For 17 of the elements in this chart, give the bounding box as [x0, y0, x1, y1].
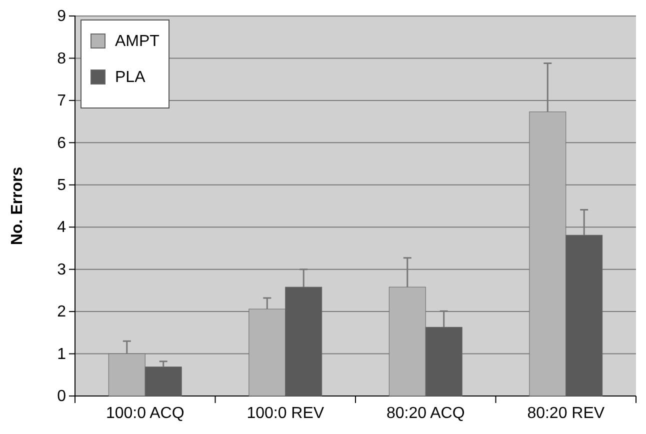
y-tick-label: 5 — [57, 177, 66, 194]
y-tick-label: 0 — [57, 388, 66, 406]
x-tick-label: 80:20 ACQ — [386, 405, 465, 422]
x-tick-label: 80:20 REV — [527, 405, 605, 422]
y-tick-label: 4 — [57, 219, 66, 236]
y-tick-label: 7 — [57, 92, 66, 110]
y-tick-label: 8 — [57, 50, 66, 68]
x-tick-label: 100:0 ACQ — [106, 405, 184, 422]
y-tick-label: 9 — [57, 8, 66, 26]
y-axis-title: No. Errors — [9, 166, 26, 246]
y-tick-label: 6 — [57, 134, 66, 152]
y-tick-label: 1 — [57, 346, 66, 363]
x-tick-label: 100:0 REV — [246, 405, 324, 422]
legend-label: AMPT — [115, 33, 160, 50]
y-tick-label: 3 — [57, 261, 66, 278]
legend-label: PLA — [115, 69, 146, 86]
y-tick-label: 2 — [57, 304, 66, 321]
